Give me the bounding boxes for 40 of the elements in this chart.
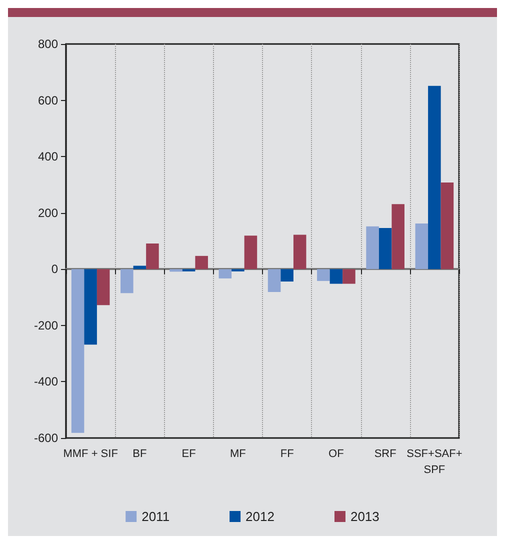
bar bbox=[378, 228, 392, 270]
y-tick-label: 400 bbox=[38, 150, 58, 164]
bar bbox=[280, 269, 294, 282]
bar bbox=[195, 256, 208, 270]
x-tick-label: SRF bbox=[374, 448, 397, 460]
bar bbox=[366, 226, 379, 270]
bar bbox=[392, 204, 404, 270]
y-tick-label: 0 bbox=[51, 262, 58, 276]
y-tick-label: 200 bbox=[38, 206, 58, 220]
bar bbox=[84, 269, 97, 345]
bar bbox=[218, 269, 232, 278]
y-tick-label: 600 bbox=[38, 93, 58, 108]
x-tick-label: MMF + SIF bbox=[63, 448, 118, 460]
bar bbox=[440, 182, 454, 270]
bar bbox=[268, 269, 281, 292]
y-tick-label: -600 bbox=[34, 431, 58, 445]
legend-label: 2011 bbox=[142, 509, 170, 524]
x-tick-label: BF bbox=[132, 448, 147, 460]
legend-label: 2013 bbox=[350, 509, 380, 524]
x-tick-label: OF bbox=[328, 448, 344, 460]
bar bbox=[120, 269, 134, 294]
bar bbox=[146, 244, 159, 270]
bar bbox=[415, 224, 428, 270]
bar bbox=[330, 269, 343, 284]
bar bbox=[170, 269, 182, 272]
x-tick-label: SSF+SAF+ SPF bbox=[406, 448, 462, 476]
bar bbox=[317, 269, 330, 281]
y-tick-label: -200 bbox=[34, 318, 58, 332]
bar bbox=[96, 269, 110, 306]
bar bbox=[293, 234, 306, 270]
bar bbox=[244, 236, 258, 270]
y-tick-label: 800 bbox=[38, 37, 58, 51]
x-tick-label: EF bbox=[182, 448, 196, 460]
bar bbox=[428, 86, 441, 270]
bar bbox=[71, 269, 84, 433]
y-tick-label: -400 bbox=[34, 374, 58, 389]
legend-label: 2012 bbox=[246, 509, 274, 524]
x-tick-label: FF bbox=[280, 448, 294, 460]
x-tick-label: MF bbox=[230, 448, 246, 460]
bar bbox=[342, 269, 356, 284]
